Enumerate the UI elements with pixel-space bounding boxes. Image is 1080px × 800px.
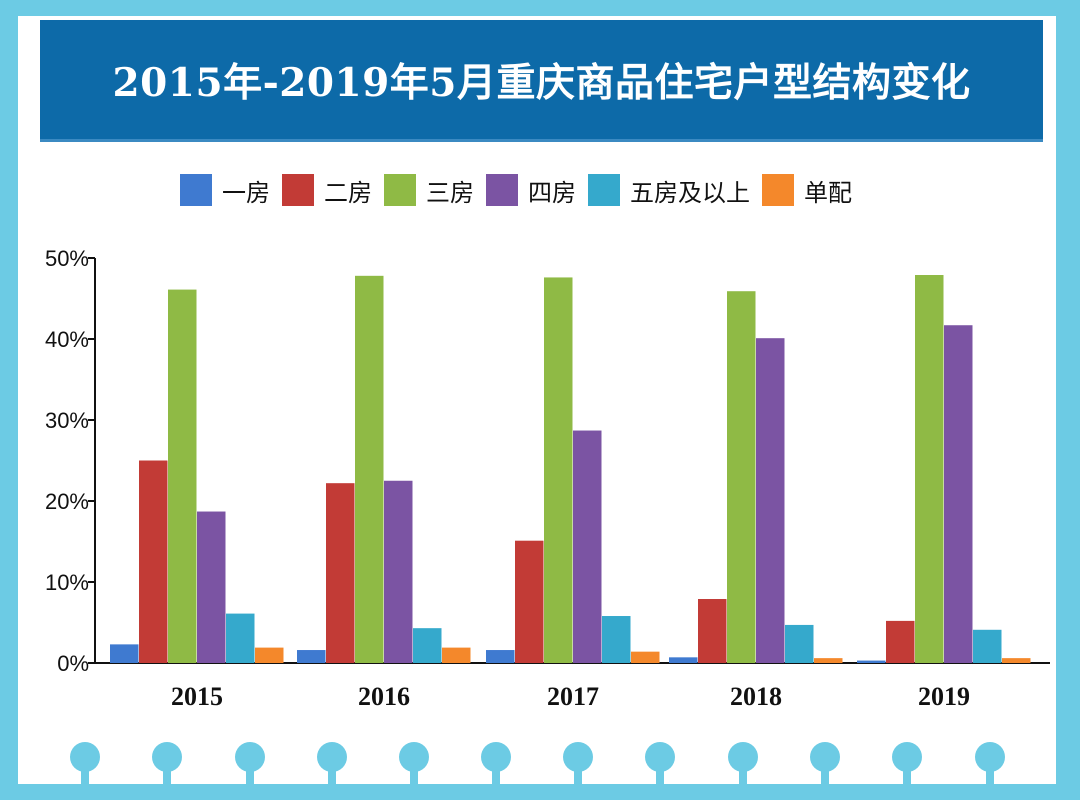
x-tick-label: 2018 <box>730 682 782 711</box>
legend-label: 二房 <box>324 178 372 207</box>
bar-五房及以上-2018 <box>785 624 814 663</box>
bar-一房-2017 <box>486 650 515 663</box>
bar-单配-2017 <box>631 651 660 663</box>
y-tick-label: 0% <box>57 651 89 676</box>
decorative-pins <box>0 740 1080 800</box>
y-tick-label: 30% <box>45 408 89 433</box>
bar-二房-2015 <box>139 460 168 663</box>
bar-一房-2019 <box>857 660 886 663</box>
legend-label: 五房及以上 <box>630 178 750 207</box>
x-tick-label: 2016 <box>358 682 410 711</box>
bar-一房-2015 <box>110 644 139 663</box>
bar-二房-2017 <box>515 540 544 663</box>
bar-四房-2016 <box>384 480 413 663</box>
legend-label: 四房 <box>528 178 576 207</box>
legend-swatch <box>282 174 314 206</box>
legend-item: 三房 <box>384 173 474 208</box>
bar-单配-2019 <box>1002 658 1031 663</box>
y-tick-label: 10% <box>45 570 89 595</box>
title-banner: 2015年-2019年5月重庆商品住宅户型结构变化 <box>40 20 1043 142</box>
y-tick-label: 20% <box>45 489 89 514</box>
pin-decoration <box>399 740 429 800</box>
pin-decoration <box>728 740 758 800</box>
pin-decoration <box>645 740 675 800</box>
legend-swatch <box>486 174 518 206</box>
legend-label: 单配 <box>804 178 852 207</box>
legend: 一房 二房 三房 四房 五房及以上 单配 <box>180 170 960 210</box>
pin-decoration <box>810 740 840 800</box>
bar-五房及以上-2017 <box>602 616 631 663</box>
bar-二房-2019 <box>886 620 915 663</box>
y-tick-label: 40% <box>45 327 89 352</box>
legend-item: 二房 <box>282 173 372 208</box>
x-tick-label: 2019 <box>918 682 970 711</box>
bar-单配-2018 <box>814 658 843 663</box>
legend-item: 单配 <box>762 173 852 208</box>
bar-单配-2015 <box>255 647 284 663</box>
legend-item: 一房 <box>180 173 270 208</box>
pin-decoration <box>975 740 1005 800</box>
bar-二房-2018 <box>698 599 727 663</box>
x-tick-label: 2015 <box>171 682 223 711</box>
bar-五房及以上-2019 <box>973 629 1002 663</box>
y-tick-label: 50% <box>45 246 89 271</box>
bar-四房-2017 <box>573 430 602 663</box>
bar-四房-2019 <box>944 325 973 663</box>
legend-item: 四房 <box>486 173 576 208</box>
bar-三房-2016 <box>355 275 384 663</box>
x-tick-label: 2017 <box>547 682 599 711</box>
pin-decoration <box>152 740 182 800</box>
bar-五房及以上-2015 <box>226 613 255 663</box>
bar-三房-2015 <box>168 289 197 663</box>
bar-一房-2016 <box>297 650 326 663</box>
bar-五房及以上-2016 <box>413 628 442 663</box>
legend-swatch <box>588 174 620 206</box>
legend-label: 一房 <box>222 178 270 207</box>
bar-四房-2015 <box>197 511 226 663</box>
chart-title: 2015年-2019年5月重庆商品住宅户型结构变化 <box>112 59 971 106</box>
legend-item: 五房及以上 <box>588 173 750 208</box>
legend-swatch <box>384 174 416 206</box>
bar-单配-2016 <box>442 647 471 663</box>
pin-decoration <box>70 740 100 800</box>
legend-label: 三房 <box>426 178 474 207</box>
bar-四房-2018 <box>756 338 785 663</box>
legend-swatch <box>180 174 212 206</box>
bar-三房-2018 <box>727 291 756 663</box>
bar-一房-2018 <box>669 657 698 663</box>
pin-decoration <box>317 740 347 800</box>
pin-decoration <box>563 740 593 800</box>
pin-decoration <box>892 740 922 800</box>
legend-swatch <box>762 174 794 206</box>
bar-三房-2017 <box>544 277 573 663</box>
bar-二房-2016 <box>326 483 355 663</box>
pin-decoration <box>481 740 511 800</box>
pin-decoration <box>235 740 265 800</box>
bar-三房-2019 <box>915 275 944 663</box>
